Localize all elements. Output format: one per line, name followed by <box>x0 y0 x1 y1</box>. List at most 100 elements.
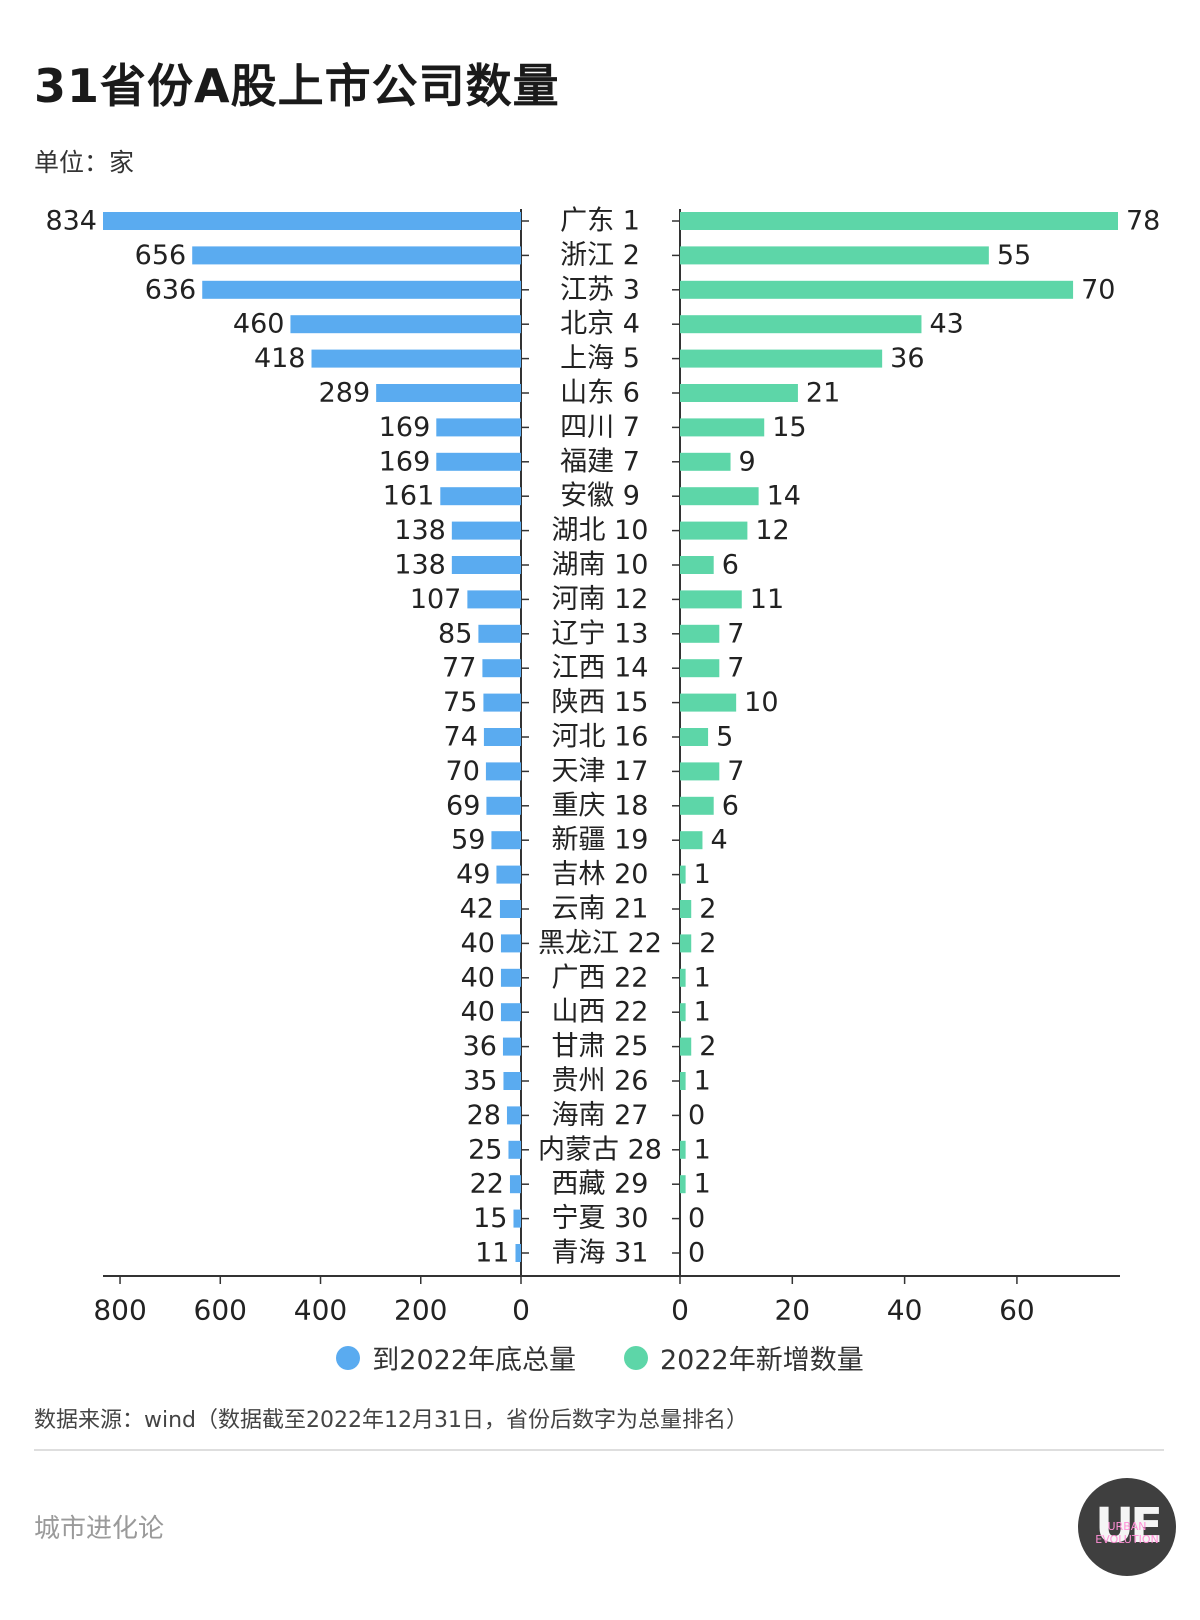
bar-total <box>502 1037 521 1056</box>
data-label-total: 85 <box>438 618 472 649</box>
bar-new <box>680 590 742 609</box>
category-label: 黑龙江 22 <box>538 928 662 959</box>
bar-new <box>680 418 765 437</box>
category-label: 重庆 18 <box>552 790 649 821</box>
data-label-total: 35 <box>463 1066 497 1097</box>
bar-new <box>680 246 989 265</box>
data-label-total: 11 <box>475 1238 509 1269</box>
data-label-new: 0 <box>688 1238 705 1269</box>
bar-total <box>451 556 521 574</box>
logo-text: UE <box>1095 1498 1163 1554</box>
legend-item-new[interactable]: 2022年新增数量 <box>624 1338 864 1377</box>
data-label-new: 1 <box>694 1134 711 1165</box>
bar-total <box>483 693 521 712</box>
legend-label-new: 2022年新增数量 <box>660 1345 864 1376</box>
category-label: 云南 21 <box>552 894 649 925</box>
category-label: 山东 6 <box>560 378 640 409</box>
legend-item-total[interactable]: 到2022年底总量 <box>336 1338 576 1377</box>
data-label-total: 834 <box>45 206 97 237</box>
bar-new <box>680 1140 686 1159</box>
data-label-new: 2 <box>699 894 716 925</box>
left-x-tick-label: 400 <box>294 1294 347 1327</box>
category-label: 福建 7 <box>560 446 640 477</box>
bar-new <box>680 521 748 540</box>
bar-new <box>680 900 692 918</box>
data-label-new: 1 <box>694 962 711 993</box>
data-label-total: 40 <box>461 962 495 993</box>
bar-total <box>500 1003 521 1022</box>
bar-total <box>478 624 521 643</box>
category-label: 新疆 19 <box>552 825 649 856</box>
footer-divider <box>34 1449 1164 1451</box>
bar-total <box>500 968 521 987</box>
data-label-new: 7 <box>727 653 744 684</box>
bar-total <box>508 1140 521 1159</box>
bar-new <box>680 693 737 712</box>
bar-total <box>500 934 521 953</box>
bar-total <box>311 349 521 368</box>
data-label-total: 656 <box>135 240 187 271</box>
category-label: 海南 27 <box>552 1100 649 1131</box>
bar-total <box>499 900 521 918</box>
brand-logo: UE URBAN EVOLUTION <box>1078 1478 1176 1576</box>
left-x-tick-label: 200 <box>394 1294 447 1327</box>
bar-total <box>290 315 521 334</box>
data-label-total: 70 <box>446 756 480 787</box>
category-label: 广东 1 <box>560 206 640 237</box>
bar-new <box>680 934 692 953</box>
category-label: 河北 16 <box>552 722 649 753</box>
data-label-total: 22 <box>470 1169 504 1200</box>
bar-total <box>436 452 521 471</box>
bar-new <box>680 452 731 471</box>
legend-label-total: 到2022年底总量 <box>372 1345 576 1376</box>
bar-new <box>680 624 720 643</box>
bar-new <box>680 1072 686 1090</box>
category-label: 青海 31 <box>552 1238 649 1269</box>
data-label-total: 40 <box>461 928 495 959</box>
bar-new <box>680 659 720 678</box>
category-label: 北京 4 <box>560 309 640 340</box>
bar-total <box>103 212 521 230</box>
data-label-total: 25 <box>468 1134 502 1165</box>
bar-total <box>503 1072 521 1090</box>
data-label-new: 15 <box>772 412 806 443</box>
data-label-total: 636 <box>145 274 197 305</box>
bar-new <box>680 349 883 368</box>
category-label: 宁夏 30 <box>552 1203 649 1234</box>
data-label-total: 289 <box>319 378 371 409</box>
data-label-new: 4 <box>710 825 727 856</box>
bar-total <box>485 762 521 781</box>
bar-new <box>680 762 720 781</box>
bar-total <box>436 418 521 437</box>
data-label-new: 0 <box>688 1203 705 1234</box>
data-label-total: 49 <box>456 859 490 890</box>
category-label: 天津 17 <box>552 756 649 787</box>
legend-dot-total <box>336 1345 361 1370</box>
bar-new <box>680 796 714 815</box>
data-label-new: 43 <box>929 309 963 340</box>
category-label: 江西 14 <box>552 653 649 684</box>
data-label-total: 161 <box>383 481 435 512</box>
legend-dot-new <box>624 1345 648 1370</box>
data-label-new: 55 <box>997 240 1031 271</box>
bar-new <box>680 556 714 574</box>
bar-new <box>680 831 703 850</box>
category-label: 上海 5 <box>560 343 640 374</box>
category-label: 河南 12 <box>552 584 649 615</box>
data-label-new: 12 <box>755 515 789 546</box>
category-label: 贵州 26 <box>552 1066 649 1097</box>
data-label-total: 138 <box>394 550 446 581</box>
bar-total <box>192 246 521 265</box>
bar-new <box>680 728 709 746</box>
category-label: 西藏 29 <box>552 1169 649 1200</box>
bar-total <box>506 1106 521 1125</box>
right-x-tick-label: 0 <box>671 1294 689 1327</box>
data-label-new: 1 <box>694 1169 711 1200</box>
bar-new <box>680 1003 686 1022</box>
data-label-total: 59 <box>451 825 485 856</box>
data-label-total: 138 <box>394 515 446 546</box>
data-label-total: 15 <box>473 1203 507 1234</box>
category-label: 江苏 3 <box>560 274 640 305</box>
data-label-new: 0 <box>688 1100 705 1131</box>
